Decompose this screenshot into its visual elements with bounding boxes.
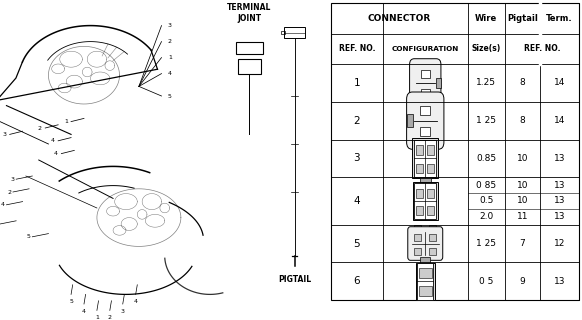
Text: 1: 1 [354,78,360,88]
Text: CONNECTOR: CONNECTOR [367,14,431,23]
FancyBboxPatch shape [410,59,441,107]
Text: 0.5: 0.5 [479,196,494,205]
Bar [238,59,261,74]
Bar [417,263,433,300]
Text: 5: 5 [69,299,73,304]
Text: 5: 5 [354,238,360,249]
Text: 4: 4 [82,309,86,314]
Text: 3: 3 [10,177,15,182]
Bar [414,140,436,177]
Text: 10: 10 [516,154,528,163]
Bar [236,42,263,54]
Text: Pigtail: Pigtail [507,14,538,23]
Bar [419,268,432,278]
Text: 2: 2 [354,116,360,126]
Text: 13: 13 [553,154,565,163]
Bar [429,225,436,230]
FancyBboxPatch shape [408,227,443,260]
Text: 1: 1 [64,119,68,124]
Text: 8: 8 [519,116,525,125]
Text: 4: 4 [54,151,58,156]
Text: 7: 7 [519,239,525,248]
Text: 13: 13 [553,277,565,286]
Bar [428,248,436,255]
Bar [281,31,285,34]
Text: 12: 12 [554,239,565,248]
Text: 13: 13 [553,212,565,221]
Bar [420,178,431,183]
Bar [419,286,432,296]
Bar [412,138,438,178]
Text: 14: 14 [554,116,565,125]
Bar [428,234,436,241]
Bar [414,183,436,219]
Text: REF. NO.: REF. NO. [524,44,560,53]
Text: 4: 4 [354,196,360,206]
Text: CONFIGURATION: CONFIGURATION [392,46,459,52]
Bar [420,257,430,263]
Bar [416,263,435,300]
Text: 2: 2 [168,39,172,44]
Text: 13: 13 [553,181,565,190]
Bar [407,114,413,127]
Text: 2.0: 2.0 [479,212,494,221]
Text: REF. NO.: REF. NO. [339,44,375,53]
Text: 4: 4 [51,138,55,143]
Bar [427,206,434,215]
Text: 14: 14 [554,78,565,87]
Text: 4: 4 [168,71,172,76]
Bar [413,182,438,220]
Bar [285,27,305,38]
Text: 2: 2 [108,315,112,320]
Text: 2: 2 [38,125,42,131]
Text: 1 25: 1 25 [476,239,496,248]
Bar [416,206,423,215]
Bar [416,145,423,155]
Bar [414,225,421,230]
Text: 10: 10 [516,181,528,190]
Text: 10: 10 [516,196,528,205]
Bar [420,127,431,136]
Text: 5: 5 [27,234,31,239]
Text: 3: 3 [120,309,125,314]
Bar [416,164,423,173]
Text: TERMINAL
JOINT: TERMINAL JOINT [227,3,271,23]
Bar [427,164,434,173]
Text: 3: 3 [2,132,6,137]
Text: 1: 1 [95,315,99,320]
Text: 1.25: 1.25 [476,78,496,87]
Text: 8: 8 [519,78,525,87]
Bar [414,248,421,255]
Text: 1 25: 1 25 [476,116,496,125]
Text: Wire: Wire [475,14,497,23]
Text: 2: 2 [8,189,11,195]
Bar [427,188,434,197]
Text: Size(s): Size(s) [471,44,501,53]
Text: 9: 9 [519,277,525,286]
Text: 3: 3 [354,153,360,164]
Text: 4: 4 [134,299,138,304]
Bar [421,89,430,96]
Text: 13: 13 [553,196,565,205]
Text: 11: 11 [516,212,528,221]
Text: 6: 6 [354,276,360,286]
Text: 0.85: 0.85 [476,154,496,163]
Text: Term.: Term. [546,14,573,23]
Bar [414,234,421,241]
Text: 0 85: 0 85 [476,181,496,190]
Text: 1: 1 [168,55,172,60]
Bar [427,145,434,155]
Bar [421,70,430,77]
Bar [416,188,423,197]
Bar [436,78,441,88]
Text: 3: 3 [168,23,172,28]
Text: PIGTAIL: PIGTAIL [278,275,311,284]
FancyBboxPatch shape [407,92,444,149]
Text: 4: 4 [1,202,5,207]
Text: 5: 5 [168,93,172,99]
Bar [420,106,431,115]
Text: 0 5: 0 5 [479,277,494,286]
